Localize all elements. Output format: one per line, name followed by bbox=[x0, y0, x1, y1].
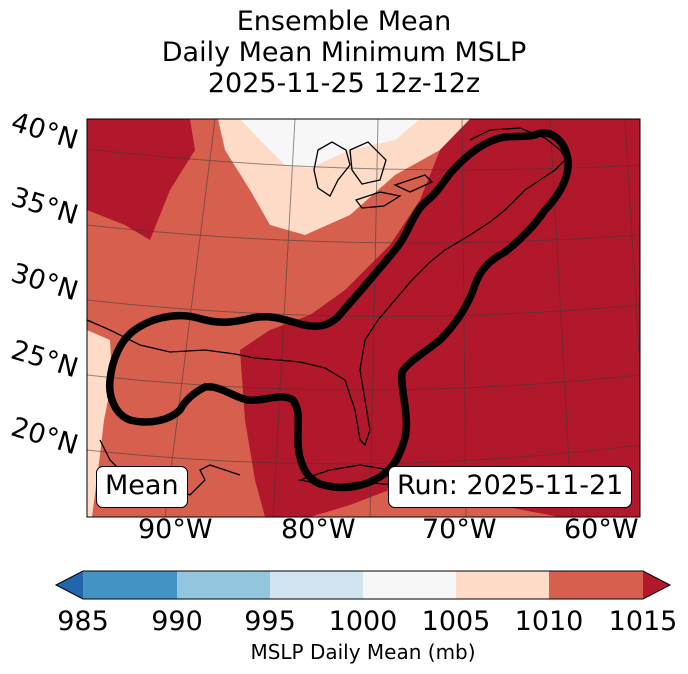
graticule-lon-70 bbox=[549, 119, 573, 517]
map-area bbox=[87, 119, 640, 517]
graticule-lat-30 bbox=[87, 299, 640, 317]
lon-label-70: 70°W bbox=[422, 514, 497, 545]
annotation-run-date: Run: 2025-11-21 bbox=[388, 466, 633, 508]
colorbar-bin-1005 bbox=[456, 571, 549, 599]
title-line-3: 2025-11-25 12z-12z bbox=[207, 68, 481, 99]
mslp-field-northwest bbox=[87, 119, 195, 240]
colorbar-under-arrow bbox=[56, 571, 83, 599]
colorbar-tick-990: 990 bbox=[151, 606, 203, 637]
colorbar-tick-1015: 1015 bbox=[608, 606, 678, 637]
colorbar-bin-1010 bbox=[549, 571, 643, 599]
lon-label-80: 80°W bbox=[281, 514, 356, 545]
graticule-lat-35 bbox=[87, 224, 640, 244]
colorbar bbox=[54, 570, 672, 600]
colorbar-over-arrow bbox=[643, 571, 670, 599]
coast-lake-huron bbox=[349, 141, 387, 185]
colorbar-tick-985: 985 bbox=[57, 606, 109, 637]
graticule bbox=[87, 119, 640, 517]
lon-label-90: 90°W bbox=[138, 514, 213, 545]
colorbar-bin-1000 bbox=[363, 571, 456, 599]
colorbar-bin-990 bbox=[177, 571, 270, 599]
coast-us-gulf-atlantic bbox=[87, 159, 566, 447]
map-frame bbox=[86, 118, 641, 518]
colorbar-tick-995: 995 bbox=[244, 606, 296, 637]
colorbar-tick-1000: 1000 bbox=[328, 606, 398, 637]
annotation-mean: Mean bbox=[96, 466, 188, 508]
map-title: Ensemble Mean Daily Mean Minimum MSLP 20… bbox=[0, 6, 688, 99]
lon-label-60: 60°W bbox=[564, 514, 639, 545]
graticule-lon-80 bbox=[369, 119, 379, 517]
colorbar-bin-985 bbox=[83, 571, 177, 599]
graticule-lat-25 bbox=[87, 374, 640, 391]
colorbar-label: MSLP Daily Mean (mb) bbox=[250, 640, 476, 664]
graticule-lat-20 bbox=[87, 444, 640, 465]
colorbar-tick-1005: 1005 bbox=[421, 606, 491, 637]
coast-lake-ontario bbox=[393, 174, 434, 193]
colorbar-tick-1010: 1010 bbox=[514, 606, 584, 637]
coast-lake-michigan bbox=[313, 141, 351, 197]
low-pressure-contour bbox=[105, 129, 572, 492]
title-line-2: Daily Mean Minimum MSLP bbox=[161, 37, 527, 68]
colorbar-outline bbox=[54, 570, 672, 600]
graticule-lon-65 bbox=[624, 119, 640, 376]
graticule-lat-40 bbox=[87, 148, 640, 171]
colorbar-bin-995 bbox=[270, 571, 363, 599]
graticule-lon-75 bbox=[461, 119, 467, 517]
title-line-1: Ensemble Mean bbox=[236, 6, 452, 37]
coast-lake-erie bbox=[354, 191, 402, 209]
